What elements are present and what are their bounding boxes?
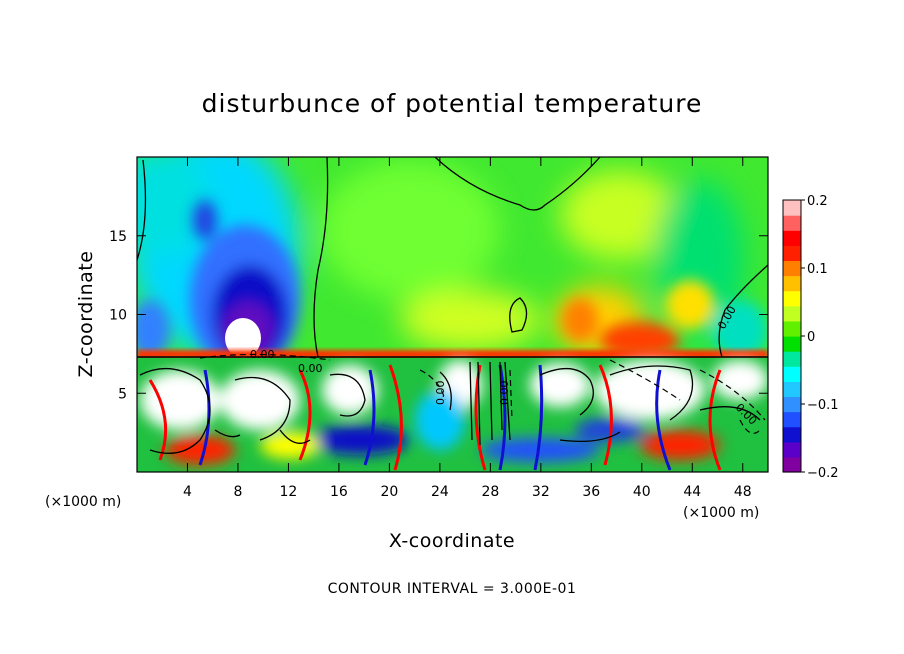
x-tick-label: 32 (532, 484, 550, 500)
x-tick-label: 12 (280, 484, 298, 500)
contour-label: 0.00 (498, 381, 511, 406)
y-axis-label: Z-coordinate (75, 251, 97, 378)
x-tick-label: 48 (734, 484, 752, 500)
colorbar-swatch (783, 275, 801, 292)
colorbar-swatch (783, 230, 801, 246)
heatmap-field: 0.00 0.00 0.00 0.00 0.00 0.00 (137, 157, 768, 472)
colorbar-tick-label: −0.1 (807, 398, 839, 413)
x-tick-label: 40 (633, 484, 651, 500)
contour-label: 0.00 (250, 348, 275, 361)
colorbar: 0.2 0.1 0 −0.1 −0.2 (782, 194, 839, 481)
x-axis-label: X-coordinate (389, 530, 515, 552)
colorbar-swatch (783, 441, 801, 458)
colorbar-swatch (783, 426, 801, 443)
contour-interval-note: CONTOUR INTERVAL = 3.000E-01 (328, 581, 577, 597)
colorbar-tick-label: 0.1 (807, 262, 828, 277)
colorbar-tick-label: −0.2 (807, 466, 839, 481)
x-tick-label: 16 (330, 484, 348, 500)
contour-label: 0.00 (434, 381, 447, 406)
colorbar-swatch (783, 381, 801, 398)
colorbar-tick-label: 0 (807, 330, 815, 345)
colorbar-swatch (783, 245, 801, 262)
colorbar-swatch (783, 396, 801, 413)
colorbar-swatch (783, 320, 801, 337)
colorbar-swatch (783, 215, 801, 231)
x-tick-label: 24 (431, 484, 449, 500)
colorbar-swatch (783, 366, 801, 382)
x-axis-unit-left: (×1000 m) (45, 494, 121, 510)
y-axis: 5 10 15 (109, 229, 768, 402)
colorbar-swatch (783, 200, 801, 216)
colorbar-swatch (783, 351, 801, 367)
colorbar-swatch (783, 411, 801, 428)
colorbar-swatch (783, 305, 801, 322)
x-tick-label: 44 (683, 484, 701, 500)
x-tick-label: 4 (183, 484, 192, 500)
x-tick-label: 28 (481, 484, 499, 500)
y-tick-label: 15 (109, 229, 127, 245)
y-tick-label: 5 (118, 386, 127, 402)
colorbar-swatch (783, 336, 801, 352)
x-axis: 4 8 12 16 20 24 28 32 36 40 44 48 (183, 157, 752, 500)
colorbar-swatch (783, 260, 801, 277)
x-tick-label: 8 (233, 484, 242, 500)
colorbar-swatch (783, 290, 801, 307)
colorbar-swatch (783, 456, 801, 473)
x-axis-unit-right: (×1000 m) (683, 505, 759, 521)
y-tick-label: 10 (109, 308, 127, 324)
x-tick-label: 36 (582, 484, 600, 500)
chart-title: disturbunce of potential temperature (202, 89, 703, 118)
x-tick-label: 20 (380, 484, 398, 500)
contour-label: 0.00 (298, 362, 323, 375)
colorbar-tick-label: 0.2 (807, 194, 828, 209)
